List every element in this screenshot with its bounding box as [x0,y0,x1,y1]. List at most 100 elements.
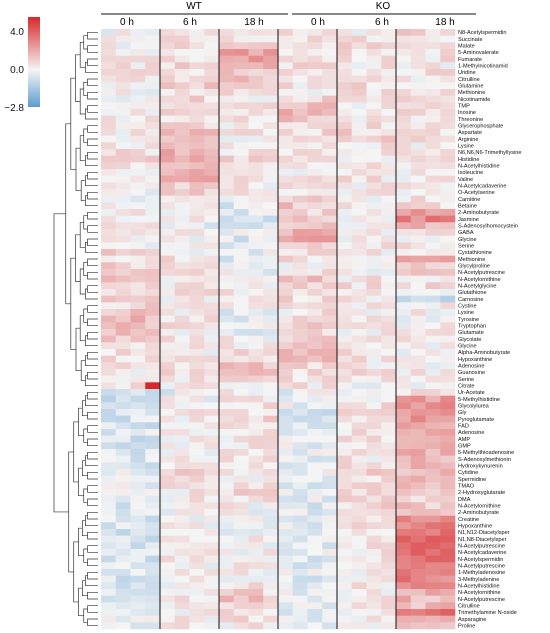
heatmap-cell [101,155,117,163]
heatmap-cell [337,435,353,443]
heatmap-cell [381,429,397,436]
heatmap-cell [248,255,264,263]
heatmap-cell [189,402,205,410]
heatmap-cell [189,429,205,436]
heatmap-cell [248,295,264,303]
heatmap-cell [381,509,397,516]
heatmap-cell [410,195,426,203]
heatmap-cell [174,475,190,483]
heatmap-cell [145,375,161,383]
heatmap-cell [307,335,323,343]
heatmap-cell [425,362,441,370]
heatmap-cell [145,575,161,583]
heatmap-cell [366,249,382,256]
heatmap-cell [410,309,426,316]
heatmap-cell [278,382,294,390]
dendrogram-branch [79,221,86,248]
heatmap-cell [248,175,264,183]
heatmap-cell [219,495,235,503]
heatmap-cell [189,275,205,283]
heatmap-cell [322,55,338,63]
heatmap-cell [101,589,117,596]
heatmap-cell [337,175,353,183]
heatmap-cell [130,335,146,343]
heatmap-cell [248,135,264,143]
row-label: GABA [458,230,474,236]
heatmap-cell [263,415,279,423]
heatmap-cell [425,509,441,516]
heatmap-cell [307,562,323,570]
heatmap-cell [425,155,441,163]
heatmap-cell [189,542,205,550]
heatmap-cell [351,462,367,470]
heatmap-cell [322,422,338,430]
heatmap-cell [381,95,397,103]
colorbar-min-label: −2.8 [4,103,24,114]
heatmap-cell [160,249,176,256]
heatmap-cell [160,29,176,36]
dendrogram-branch [79,41,86,68]
heatmap-cell [307,95,323,103]
heatmap-cell [204,349,220,356]
heatmap-cell [410,529,426,536]
heatmap-cell [263,362,279,370]
heatmap-cell [337,115,353,123]
heatmap-cell [174,469,190,476]
heatmap-cell [381,162,397,170]
heatmap-cell [337,122,353,130]
heatmap-cell [115,215,131,223]
heatmap-cell [396,202,412,210]
heatmap-cell [278,215,294,223]
heatmap-cell [189,255,205,263]
heatmap-cell [233,202,249,210]
heatmap-cell [263,435,279,443]
dendrogram-branch [87,138,98,147]
heatmap-cell [189,135,205,143]
heatmap-cell [130,409,146,416]
heatmap-cell [292,322,308,330]
heatmap-cell [381,109,397,116]
heatmap-cell [248,502,264,510]
heatmap-cell [204,142,220,150]
heatmap-cell [160,115,176,123]
heatmap-cell [396,415,412,423]
heatmap-cell [381,562,397,570]
heatmap-cell [381,115,397,123]
heatmap-cell [410,135,426,143]
heatmap-cell [233,422,249,430]
heatmap-cell [366,142,382,150]
heatmap-cell [160,329,176,336]
heatmap-cell [145,155,161,163]
heatmap-cell [174,309,190,316]
heatmap-cell [263,282,279,290]
heatmap-cell [381,215,397,223]
heatmap-cell [145,502,161,510]
heatmap-cell [219,282,235,290]
heatmap-cell [263,182,279,190]
heatmap-cell [396,62,412,70]
heatmap-cell [396,189,412,196]
heatmap-cell [366,315,382,323]
heatmap-cell [145,462,161,470]
heatmap-cell [337,309,353,316]
heatmap-cell [425,182,441,190]
heatmap-cell [160,489,176,496]
heatmap-cell [440,595,456,603]
heatmap-cell [410,502,426,510]
heatmap-cell [307,89,323,96]
heatmap-cell [410,395,426,403]
heatmap-cell [337,382,353,390]
heatmap-cell [248,562,264,570]
heatmap-cell [233,409,249,416]
heatmap-cell [263,475,279,483]
heatmap-cell [322,109,338,116]
heatmap-cell [204,335,220,343]
heatmap-cell [233,322,249,330]
heatmap-cell [337,95,353,103]
heatmap-cell [219,69,235,76]
dendrogram-branch [83,488,88,503]
heatmap-cell [233,82,249,90]
heatmap-cell [307,175,323,183]
heatmap-cell [410,589,426,596]
heatmap-cell [248,555,264,563]
